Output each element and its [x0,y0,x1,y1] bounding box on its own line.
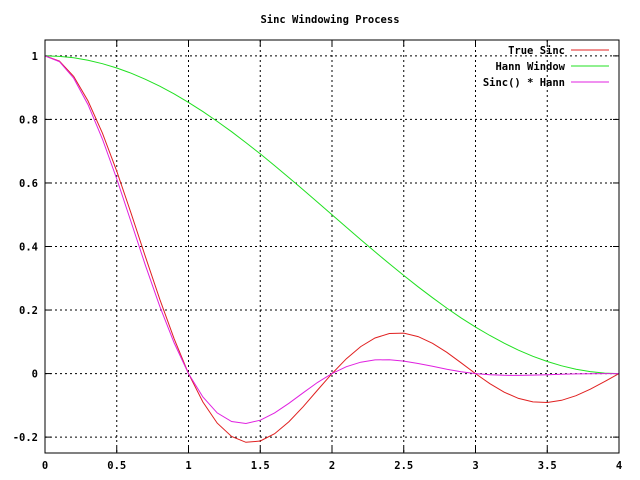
x-tick-label: 1.5 [251,460,270,472]
y-tick-label: 0.4 [19,242,38,254]
series-lines [44,55,620,443]
x-tick-label: 1 [185,460,191,472]
series-line-0 [44,55,620,443]
chart-title: Sinc Windowing Process [260,14,399,26]
x-tick-label: 3.5 [538,460,557,472]
legend-label: True Sinc [508,45,565,57]
y-tick-label: -0.2 [13,432,38,444]
axis-ticks: 0 0.5 1 1.5 2 2.5 3 3.5 4 1 0.8 0.6 0.4 0.2 0 -0.2 [13,40,622,472]
legend: True Sinc Hann Window Sinc() * Hann [483,45,609,89]
grid [45,40,619,453]
y-tick-label: 0.6 [19,178,38,190]
y-tick-label: 0.2 [19,305,38,317]
x-tick-label: 3 [472,460,478,472]
plot-border [44,39,620,454]
y-tick-label: 0 [32,369,38,381]
y-tick-label: 0.8 [19,114,38,126]
x-tick-label: 0.5 [107,460,126,472]
legend-label: Sinc() * Hann [483,77,565,89]
x-tick-label: 2.5 [394,460,413,472]
series-line-1 [44,55,620,375]
x-tick-label: 0 [42,460,48,472]
series-line-2 [44,55,619,425]
legend-label: Hann Window [495,61,565,73]
x-tick-label: 4 [616,460,622,472]
x-tick-label: 2 [329,460,335,472]
y-tick-label: 1 [32,51,38,63]
